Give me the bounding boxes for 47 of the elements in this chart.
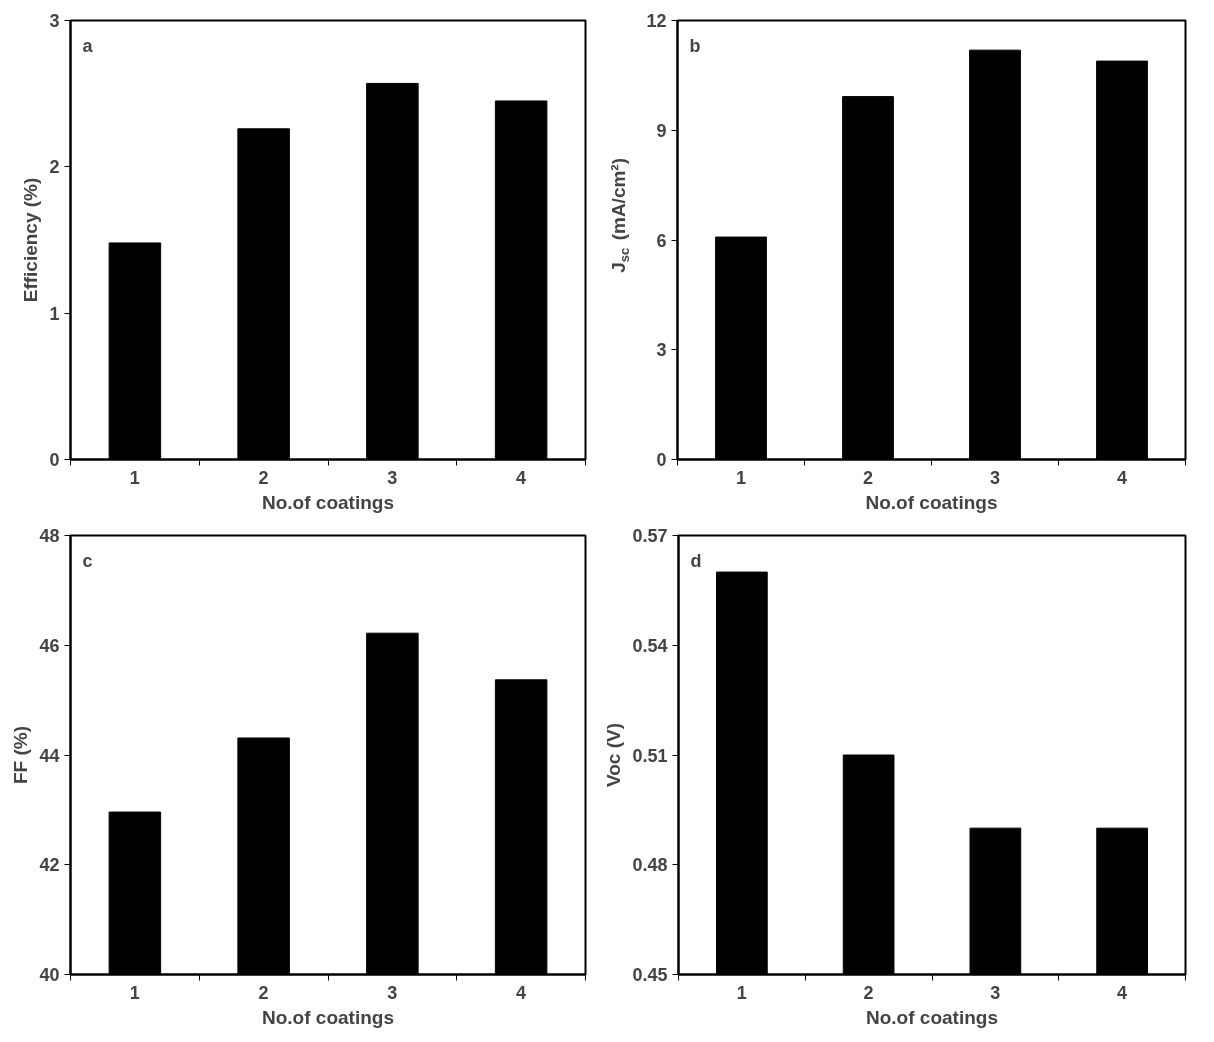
annotation: b <box>689 35 701 56</box>
y-tick-label: 2 <box>49 157 60 178</box>
x-axis-title: No.of coatings <box>865 491 998 513</box>
x-tick-label: 3 <box>990 982 1001 1003</box>
x-tick-label: 3 <box>387 467 398 488</box>
annotation: d <box>690 550 702 571</box>
y-tick-label: 46 <box>39 635 60 656</box>
y-tick-label: 0.54 <box>632 635 668 656</box>
x-tick-label: 4 <box>1116 467 1128 488</box>
annotation: c <box>82 550 93 571</box>
x-axis-title: No.of coatings <box>262 1006 394 1028</box>
x-tick-label: 1 <box>736 982 747 1003</box>
y-tick-label: 44 <box>39 745 60 766</box>
y-tick-label: 3 <box>49 11 60 31</box>
x-tick-label: 3 <box>387 982 398 1003</box>
y-tick-label: 0.45 <box>632 965 668 985</box>
y-axis-title: Voc (V) <box>603 722 625 788</box>
x-axis-title: No.of coatings <box>262 491 394 513</box>
y-tick-label: 12 <box>646 11 667 31</box>
y-tick-label: 48 <box>39 526 60 546</box>
y-tick-label: 0.57 <box>632 526 668 546</box>
x-tick-label: 2 <box>862 467 874 488</box>
y-tick-label: 0 <box>656 450 667 470</box>
y-tick-label: 0 <box>49 450 60 470</box>
y-tick-label: 0.51 <box>632 745 668 766</box>
x-tick-label: 4 <box>516 467 527 488</box>
x-tick-label: 2 <box>258 982 269 1003</box>
y-tick-label: 0.48 <box>632 855 668 876</box>
x-tick-label: 2 <box>863 982 874 1003</box>
y-tick-label: 3 <box>656 340 667 361</box>
x-tick-label: 4 <box>1117 982 1128 1003</box>
x-tick-label: 4 <box>516 982 527 1003</box>
x-tick-label: 1 <box>735 467 747 488</box>
x-axis-title: No.of coatings <box>866 1006 998 1028</box>
x-tick-label: 1 <box>129 982 140 1003</box>
y-tick-label: 1 <box>49 303 60 324</box>
y-tick-label: 42 <box>39 855 60 876</box>
y-tick-label: 6 <box>656 230 667 251</box>
x-tick-label: 1 <box>129 467 140 488</box>
y-axis-title: Efficiency (%) <box>20 177 42 303</box>
x-tick-label: 2 <box>258 467 269 488</box>
annotation: a <box>82 35 94 56</box>
y-tick-label: 9 <box>656 120 667 141</box>
y-tick-label: 40 <box>39 965 60 985</box>
y-axis-title: FF (%) <box>10 725 32 785</box>
y-axis-title: Jsc (mA/cm²) <box>608 158 632 273</box>
x-tick-label: 3 <box>989 467 1001 488</box>
